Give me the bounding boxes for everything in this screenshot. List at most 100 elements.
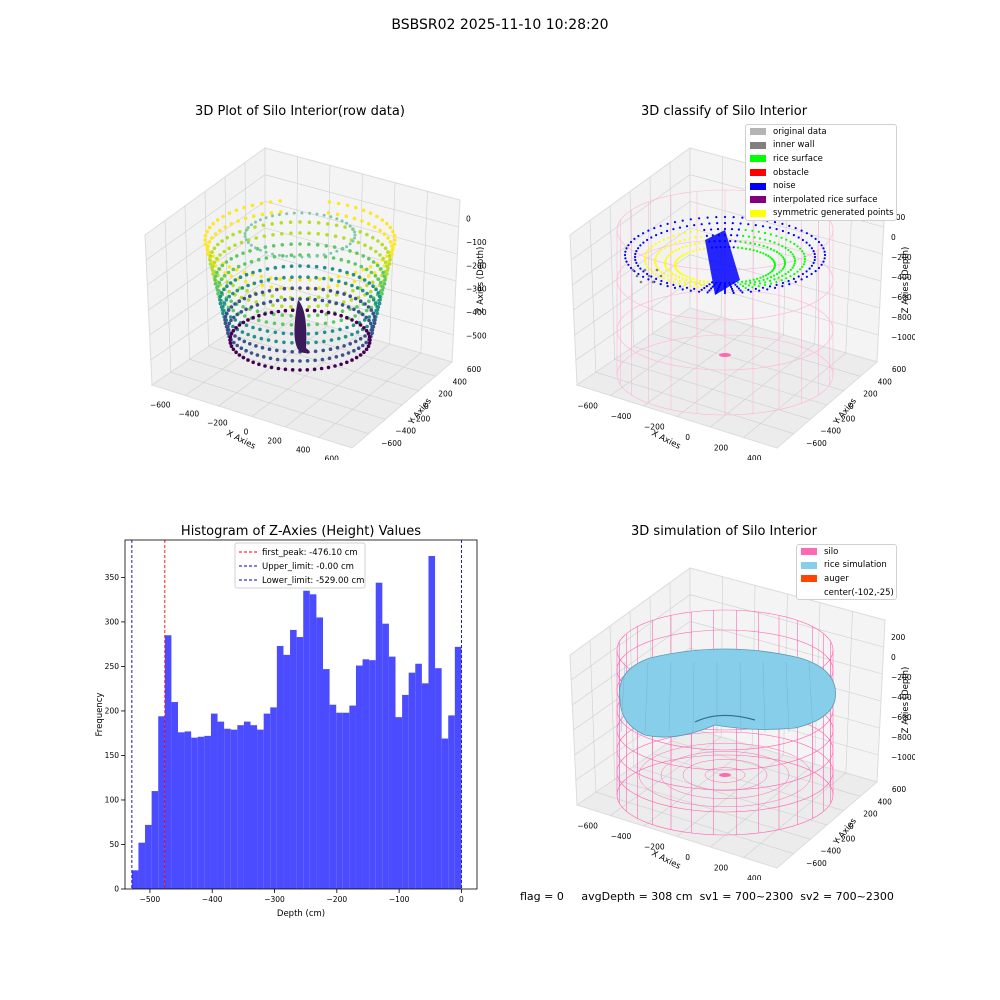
point-marker: [248, 342, 252, 346]
point-marker: [350, 332, 354, 337]
histogram-bar: [428, 556, 436, 889]
point-marker: [381, 256, 385, 261]
point-marker: [736, 281, 739, 284]
point-marker: [645, 252, 648, 255]
point-marker: [213, 282, 218, 286]
legend-item: rice simulation: [797, 559, 896, 573]
point-marker: [793, 257, 796, 260]
point-marker: [775, 283, 778, 286]
y-tick-label: 150: [105, 751, 120, 760]
point-marker: [367, 341, 372, 345]
point-marker: [233, 302, 237, 306]
point-marker: [340, 219, 344, 223]
point-marker: [752, 278, 755, 281]
point-marker: [243, 314, 247, 318]
point-marker: [375, 263, 380, 268]
point-marker: [274, 276, 278, 281]
point-marker: [769, 282, 772, 285]
point-marker: [772, 259, 775, 262]
point-marker: [322, 213, 326, 217]
point-marker: [788, 224, 791, 227]
point-marker: [220, 263, 225, 268]
y-tick-label: −600: [806, 439, 827, 448]
point-marker: [660, 231, 663, 235]
point-marker: [676, 270, 680, 273]
point-marker: [392, 234, 397, 238]
point-marker: [734, 283, 737, 286]
point-marker: [648, 247, 651, 250]
point-marker: [799, 268, 802, 271]
point-marker: [711, 285, 714, 288]
point-marker: [673, 221, 677, 224]
point-marker: [331, 320, 336, 324]
point-marker: [354, 270, 358, 275]
point-marker: [213, 274, 218, 278]
point-marker: [693, 242, 697, 245]
point-marker: [366, 222, 371, 226]
point-marker: [336, 201, 341, 206]
legend-swatch: [750, 182, 766, 190]
point-marker: [241, 305, 245, 309]
point-marker: [211, 254, 215, 259]
z-tick-label: −500: [466, 331, 487, 340]
point-marker: [326, 222, 330, 226]
point-marker: [659, 274, 663, 278]
point-marker: [700, 235, 703, 238]
point-marker: [732, 291, 735, 294]
point-marker: [298, 242, 302, 246]
point-marker: [700, 288, 703, 291]
y-tick-label: −200: [835, 414, 856, 423]
point-marker: [634, 252, 637, 256]
point-marker: [290, 286, 294, 290]
point-marker: [231, 328, 236, 333]
point-marker: [298, 275, 302, 279]
point-marker: [708, 289, 711, 292]
z-tick-label: −1000: [891, 333, 915, 342]
point-marker: [264, 216, 268, 220]
point-marker: [689, 218, 692, 221]
point-marker: [219, 277, 224, 281]
point-marker: [373, 274, 378, 278]
point-marker: [822, 260, 825, 263]
point-marker: [793, 262, 796, 265]
point-marker: [364, 308, 369, 313]
point-marker: [340, 247, 344, 251]
point-marker: [747, 223, 750, 226]
x-tick-label: −200: [327, 895, 348, 904]
point-marker: [629, 266, 633, 270]
histogram-bar: [184, 731, 192, 889]
cylinder-ring: [616, 334, 834, 416]
point-marker: [642, 232, 645, 235]
point-marker: [781, 281, 784, 285]
point-marker: [736, 246, 739, 249]
point-marker: [759, 276, 762, 279]
point-marker: [257, 362, 261, 367]
point-marker: [690, 285, 693, 288]
funnel-shape: [294, 300, 310, 354]
point-marker: [283, 297, 287, 302]
point-marker: [269, 211, 274, 215]
point-marker: [300, 255, 304, 259]
point-marker: [342, 344, 346, 348]
point-marker: [355, 330, 360, 334]
legend-item: rice surface: [746, 152, 896, 166]
point-marker: [289, 253, 294, 257]
histogram-bar: [230, 729, 238, 889]
point-marker: [773, 267, 776, 270]
point-marker: [305, 297, 310, 301]
point-marker: [237, 323, 242, 327]
point-marker: [370, 328, 375, 332]
point-marker: [698, 217, 701, 220]
point-marker: [385, 268, 390, 272]
point-marker: [741, 216, 744, 219]
x-tick-label: 400: [296, 446, 311, 455]
point-marker: [748, 248, 752, 251]
point-marker: [343, 225, 347, 229]
point-marker: [360, 288, 365, 293]
point-marker: [380, 284, 384, 289]
y-tick-label: 350: [105, 573, 120, 582]
point-marker: [226, 270, 231, 275]
point-marker: [234, 326, 238, 330]
point-marker: [817, 266, 821, 270]
point-marker: [207, 225, 212, 230]
